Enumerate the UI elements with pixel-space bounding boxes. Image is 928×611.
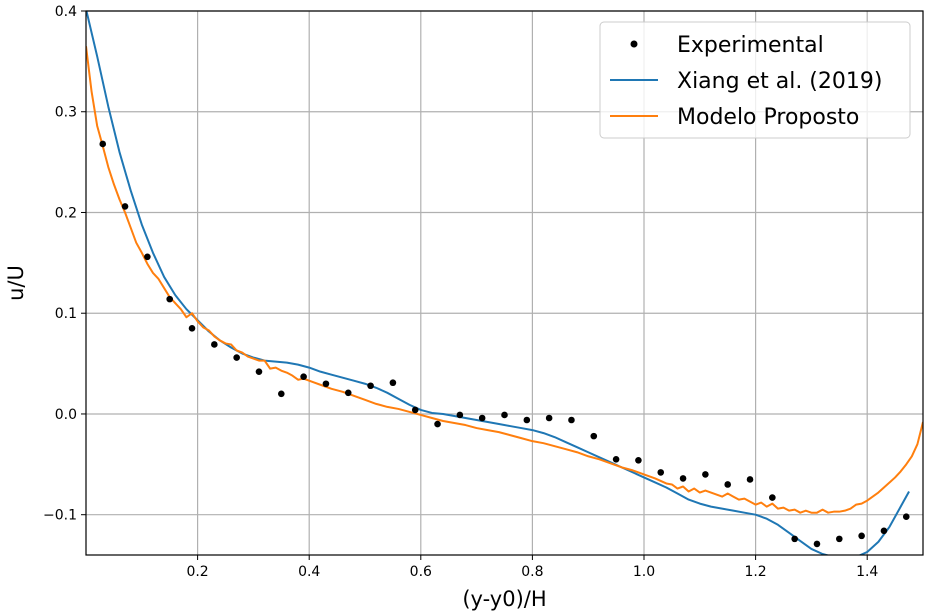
- data-point-experimental: [523, 416, 531, 424]
- data-point-experimental: [233, 354, 240, 361]
- data-point-experimental: [411, 406, 419, 414]
- x-tick-label: 0.6: [410, 564, 432, 580]
- y-tick-label: 0.1: [55, 306, 77, 322]
- data-point-experimental: [344, 389, 352, 397]
- data-point-experimental: [635, 457, 642, 464]
- y-tick-label: 0.4: [55, 4, 77, 20]
- legend-label-modelo: Modelo Proposto: [677, 105, 859, 130]
- data-point-experimental: [880, 527, 888, 535]
- data-point-experimental: [456, 411, 464, 419]
- data-point-experimental: [813, 540, 821, 548]
- data-point-experimental: [188, 325, 196, 332]
- data-point-experimental: [590, 432, 598, 440]
- data-point-experimental: [769, 494, 776, 501]
- x-tick-label: 1.0: [633, 564, 655, 580]
- data-point-experimental: [300, 373, 307, 380]
- y-tick-label: −0.1: [43, 508, 77, 524]
- plot-series: [86, 11, 923, 555]
- data-point-experimental: [902, 513, 910, 521]
- data-point-experimental: [389, 379, 397, 387]
- y-tick-label: 0.3: [55, 105, 77, 121]
- data-point-experimental: [746, 476, 754, 483]
- y-tick-label: 0.0: [55, 407, 77, 423]
- data-point-experimental: [702, 471, 709, 478]
- data-point-experimental: [545, 414, 553, 422]
- data-point-experimental: [657, 469, 665, 476]
- axis-ticks: 0.2 0.4 0.6 0.8 1.0 1.2 1.4 −0.1 0.0 0.1 0.2 0.3 0.4: [43, 4, 878, 580]
- x-tick-label: 0.8: [521, 564, 543, 580]
- data-point-experimental: [612, 455, 620, 463]
- y-tick-label: 0.2: [55, 205, 77, 221]
- data-point-experimental: [278, 390, 285, 398]
- x-axis-label: (y-y0)/H: [462, 587, 546, 611]
- x-tick-label: 1.2: [744, 564, 766, 580]
- plot-area-frame: [85, 10, 924, 556]
- data-point-experimental: [322, 380, 330, 388]
- data-point-experimental: [99, 140, 107, 148]
- legend-label-experimental: Experimental: [677, 33, 824, 58]
- data-point-experimental: [501, 411, 508, 419]
- data-point-experimental: [791, 535, 798, 543]
- data-point-experimental: [724, 481, 731, 488]
- x-tick-label: 0.2: [186, 564, 208, 580]
- x-tick-label: 1.4: [856, 564, 878, 580]
- y-axis-label: u/U: [4, 265, 28, 301]
- grid-lines: [86, 10, 923, 555]
- data-point-experimental: [255, 368, 263, 375]
- data-point-experimental: [858, 532, 865, 540]
- legend-box: [599, 21, 911, 139]
- series-line-modelo-proposto: [86, 46, 923, 514]
- x-tick-label: 0.4: [298, 564, 320, 580]
- data-point-experimental: [836, 535, 843, 543]
- data-point-experimental: [679, 475, 687, 482]
- data-point-experimental: [568, 416, 575, 424]
- legend-marker-experimental: [630, 40, 638, 48]
- data-point-experimental: [144, 253, 151, 261]
- data-point-experimental: [478, 414, 486, 422]
- data-point-experimental: [121, 203, 129, 210]
- legend: Experimental Xiang et al. (2019) Modelo …: [599, 21, 911, 139]
- data-point-experimental: [166, 295, 173, 303]
- data-point-experimental: [211, 341, 218, 348]
- legend-label-xiang: Xiang et al. (2019): [677, 69, 882, 94]
- data-point-experimental: [367, 382, 374, 390]
- data-point-experimental: [434, 420, 441, 428]
